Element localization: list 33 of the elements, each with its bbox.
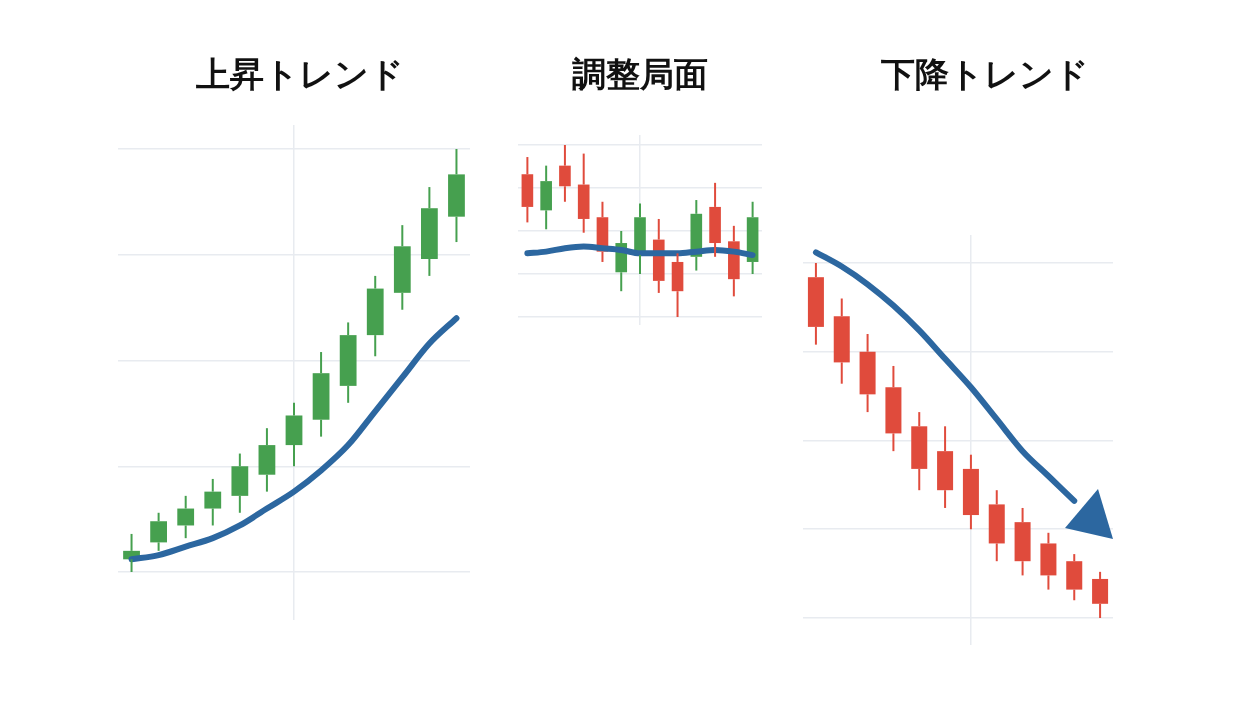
candlestick [671,252,684,318]
candlestick [709,181,721,258]
candlestick [312,351,330,438]
candlestick [150,511,168,552]
candlestick [258,427,276,493]
candlestick [1040,531,1057,591]
candlestick [1092,570,1109,619]
candlestick [393,224,411,311]
candlestick [859,333,876,414]
candlestick [204,477,222,527]
candlestick [807,262,824,346]
candlestick [885,364,902,453]
chart-title: 下降トレンド [880,53,1090,96]
candlestick [420,186,438,277]
candlestick [1066,553,1083,602]
candlestick [540,164,552,231]
chart-title: 上昇トレンド [195,53,405,96]
candlestick [448,148,465,244]
candlestick [285,401,303,468]
candlestick [559,144,571,203]
candlestick [521,156,534,224]
candlestick [833,297,850,385]
candlestick [988,489,1005,563]
candlestick [366,274,384,358]
candlestick [962,453,979,531]
candlestick [577,152,590,234]
candlestick [231,452,249,514]
candlestick [339,321,357,404]
candlestick [177,494,195,540]
candlestick [937,425,954,509]
candlestick [1014,506,1031,577]
candlestick [911,411,928,492]
chart-title: 調整局面 [571,53,709,96]
